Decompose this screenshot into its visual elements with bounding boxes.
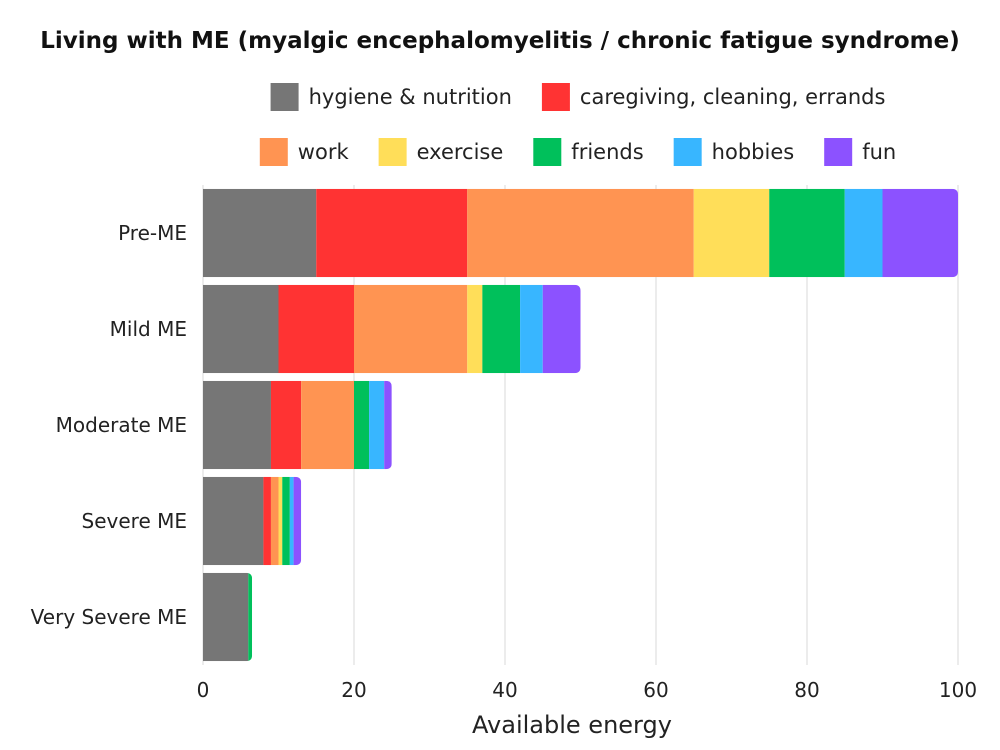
legend-swatch-hygiene-nutrition <box>270 83 299 111</box>
bar-segment-pre-me-friends <box>769 188 845 278</box>
bar-segment-severe-me-friends <box>282 476 290 566</box>
bar-segment-mild-me-caregiving-cleaning-errands <box>278 284 354 374</box>
bar-segment-severe-me-hobbies <box>289 476 294 566</box>
x-tick-label-40: 40 <box>492 678 517 702</box>
category-label-mild-me: Mild ME <box>110 317 187 341</box>
bar-segment-moderate-me-hobbies <box>369 380 385 470</box>
legend-swatch-fun <box>824 138 853 166</box>
bar-segment-moderate-me-friends <box>354 380 370 470</box>
x-tick-label-100: 100 <box>939 678 977 702</box>
bar-segment-moderate-me-fun <box>384 380 392 470</box>
bar-group-moderate-me <box>203 380 392 470</box>
x-tick-label-20: 20 <box>341 678 366 702</box>
legend-label-fun: fun <box>862 140 896 164</box>
legend: hygiene & nutrition caregiving, cleaning,… <box>259 83 896 166</box>
legend-swatch-work <box>259 138 288 166</box>
bar-segment-severe-me-hygiene-nutrition <box>203 476 264 566</box>
bars <box>203 188 958 662</box>
bar-group-very-severe-me <box>203 572 253 662</box>
legend-swatch-hobbies <box>673 138 702 166</box>
legend-swatch-exercise <box>378 138 407 166</box>
bar-segment-moderate-me-hygiene-nutrition <box>203 380 271 470</box>
bar-segment-severe-me-caregiving-cleaning-errands <box>263 476 271 566</box>
bar-segment-pre-me-hobbies <box>844 188 883 278</box>
x-axis-title: Available energy <box>472 711 672 739</box>
bar-segment-mild-me-hobbies <box>520 284 543 374</box>
legend-label-hygiene-nutrition: hygiene & nutrition <box>309 85 512 109</box>
legend-label-friends: friends <box>571 140 643 164</box>
bar-segment-severe-me-work <box>270 476 279 566</box>
bar-group-mild-me <box>203 284 581 374</box>
bar-segment-pre-me-exercise <box>693 188 770 278</box>
bar-group-severe-me <box>203 476 302 566</box>
category-label-pre-me: Pre-ME <box>118 221 187 245</box>
category-labels: Pre-ME Mild ME Moderate ME Severe ME Very Se… <box>31 221 187 629</box>
bar-segment-pre-me-work <box>467 188 694 278</box>
legend-label-caregiving-cleaning-errands: caregiving, cleaning, errands <box>580 85 886 109</box>
bar-segment-mild-me-fun <box>542 284 581 374</box>
category-label-severe-me: Severe ME <box>82 509 187 533</box>
bar-segment-mild-me-exercise <box>467 284 483 374</box>
x-tick-label-60: 60 <box>643 678 668 702</box>
bar-segment-very-severe-me-friends <box>248 572 253 662</box>
legend-swatch-caregiving-cleaning-errands <box>541 83 570 111</box>
bar-segment-very-severe-me-hygiene-nutrition <box>203 572 249 662</box>
x-axis-ticks: 0 20 40 60 80 100 <box>197 678 977 702</box>
legend-label-work: work <box>298 140 350 164</box>
bar-segment-moderate-me-work <box>301 380 354 470</box>
bar-segment-severe-me-fun <box>293 476 302 566</box>
bar-segment-mild-me-friends <box>482 284 521 374</box>
x-tick-label-80: 80 <box>794 678 819 702</box>
legend-label-hobbies: hobbies <box>712 140 795 164</box>
category-label-moderate-me: Moderate ME <box>56 413 187 437</box>
bar-segment-mild-me-work <box>354 284 468 374</box>
chart-title: Living with ME (myalgic encephalomyeliti… <box>40 28 959 54</box>
category-label-very-severe-me: Very Severe ME <box>31 605 187 629</box>
legend-label-exercise: exercise <box>417 140 504 164</box>
bar-segment-pre-me-fun <box>882 188 958 278</box>
bar-segment-moderate-me-caregiving-cleaning-errands <box>270 380 302 470</box>
bar-segment-pre-me-caregiving-cleaning-errands <box>316 188 468 278</box>
bar-group-pre-me <box>203 188 958 278</box>
bar-segment-mild-me-hygiene-nutrition <box>203 284 279 374</box>
bar-segment-pre-me-hygiene-nutrition <box>203 188 317 278</box>
legend-swatch-friends <box>533 138 562 166</box>
x-tick-label-0: 0 <box>197 678 210 702</box>
bar-segment-severe-me-exercise <box>278 476 283 566</box>
